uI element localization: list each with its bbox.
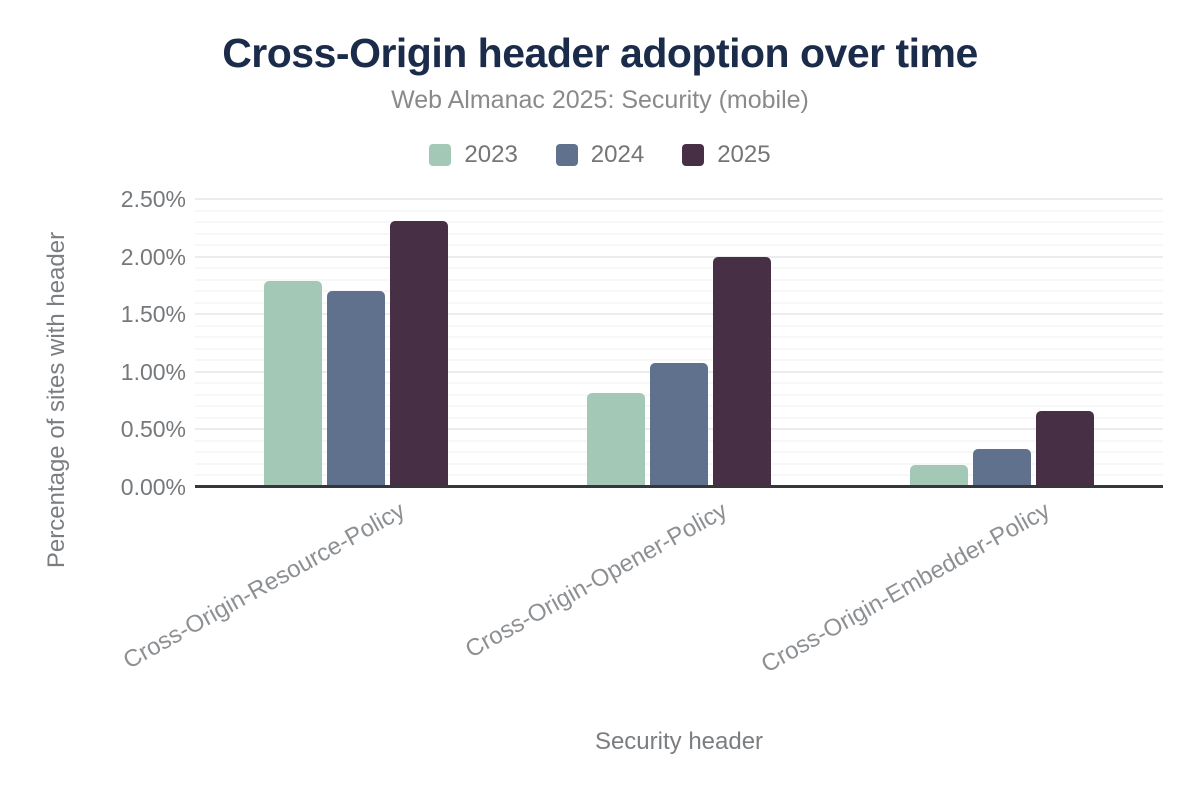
plot-area bbox=[195, 193, 1163, 488]
legend-item-2024[interactable]: 2024 bbox=[555, 141, 645, 169]
bar-2023-Cross-Origin-Opener-Policy[interactable] bbox=[586, 393, 645, 487]
bar-group-Cross-Origin-Resource-Policy bbox=[195, 193, 518, 487]
y-tick-label: 0.00% bbox=[120, 474, 186, 500]
y-tick-label: 2.00% bbox=[120, 243, 186, 270]
y-tick-label: 1.50% bbox=[120, 301, 186, 328]
y-tick-label: 2.50% bbox=[120, 186, 186, 212]
gridline-minor bbox=[195, 324, 1163, 327]
bar-2025-Cross-Origin-Embedder-Policy[interactable] bbox=[1035, 411, 1094, 487]
bar-2025-Cross-Origin-Resource-Policy[interactable] bbox=[390, 221, 449, 487]
bar-2025-Cross-Origin-Opener-Policy[interactable] bbox=[712, 257, 771, 487]
x-axis-title: Security header bbox=[594, 728, 764, 755]
gridline-minor bbox=[195, 209, 1163, 212]
chart-title: Cross-Origin header adoption over time bbox=[222, 30, 978, 76]
legend-label: 2023 bbox=[464, 141, 518, 168]
x-category-label: Cross-Origin-Embedder-Policy bbox=[757, 497, 1055, 679]
bar-group-Cross-Origin-Opener-Policy bbox=[518, 193, 841, 487]
y-tick-label: 0.50% bbox=[120, 416, 186, 443]
legend-swatch-2024 bbox=[555, 144, 578, 166]
chart-subtitle: Web Almanac 2025: Security (mobile) bbox=[391, 86, 809, 114]
x-category-label: Cross-Origin-Resource-Policy bbox=[118, 497, 410, 675]
gridline-minor bbox=[195, 290, 1163, 293]
bar-2024-Cross-Origin-Opener-Policy[interactable] bbox=[649, 363, 708, 487]
gridline-major bbox=[195, 313, 1163, 316]
bar-2024-Cross-Origin-Embedder-Policy[interactable] bbox=[972, 449, 1031, 487]
legend-item-2025[interactable]: 2025 bbox=[682, 141, 771, 169]
legend-swatch-2025 bbox=[682, 144, 705, 166]
gridline-minor bbox=[195, 267, 1163, 270]
x-axis-category-labels: Cross-Origin-Resource-Policy Cross-Origin… bbox=[119, 497, 1163, 687]
gridline-minor bbox=[195, 278, 1163, 281]
gridline-minor bbox=[195, 336, 1163, 339]
legend-label: 2024 bbox=[590, 141, 645, 168]
bar-2023-Cross-Origin-Embedder-Policy[interactable] bbox=[909, 465, 968, 487]
gridline-minor bbox=[195, 244, 1163, 247]
x-axis-line bbox=[195, 485, 1163, 488]
legend: 2023 2024 2025 bbox=[0, 141, 1200, 169]
gridline-minor bbox=[195, 301, 1163, 304]
gridline-major bbox=[195, 198, 1163, 200]
y-axis-title: Percentage of sites with header bbox=[43, 231, 70, 569]
legend-item-2023[interactable]: 2023 bbox=[429, 141, 518, 169]
legend-swatch-2023 bbox=[429, 144, 452, 166]
gridline-major bbox=[195, 255, 1163, 258]
bar-2024-Cross-Origin-Resource-Policy[interactable] bbox=[327, 291, 386, 487]
y-tick-label: 1.00% bbox=[120, 358, 186, 385]
bar-group-Cross-Origin-Embedder-Policy bbox=[840, 193, 1163, 487]
x-category-label: Cross-Origin-Opener-Policy bbox=[461, 497, 733, 664]
gridline-minor bbox=[195, 347, 1163, 350]
gridline-minor bbox=[195, 232, 1163, 235]
gridline-minor bbox=[195, 359, 1163, 362]
y-axis-tick-labels: 0.00% 0.50% 1.00% 1.50% 2.00% 2.50% bbox=[0, 186, 186, 500]
bar-2023-Cross-Origin-Resource-Policy[interactable] bbox=[264, 281, 323, 487]
legend-label: 2025 bbox=[717, 141, 771, 168]
gridline-minor bbox=[195, 221, 1163, 224]
